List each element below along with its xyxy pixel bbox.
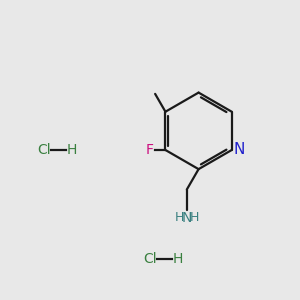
Text: Cl: Cl [37,143,51,157]
Text: Cl: Cl [143,252,157,266]
Text: N: N [233,142,245,158]
Text: H: H [175,211,184,224]
Text: H: H [190,211,200,224]
Text: H: H [67,143,77,157]
Text: H: H [173,252,183,266]
Text: F: F [145,143,153,157]
Text: N: N [182,211,192,224]
